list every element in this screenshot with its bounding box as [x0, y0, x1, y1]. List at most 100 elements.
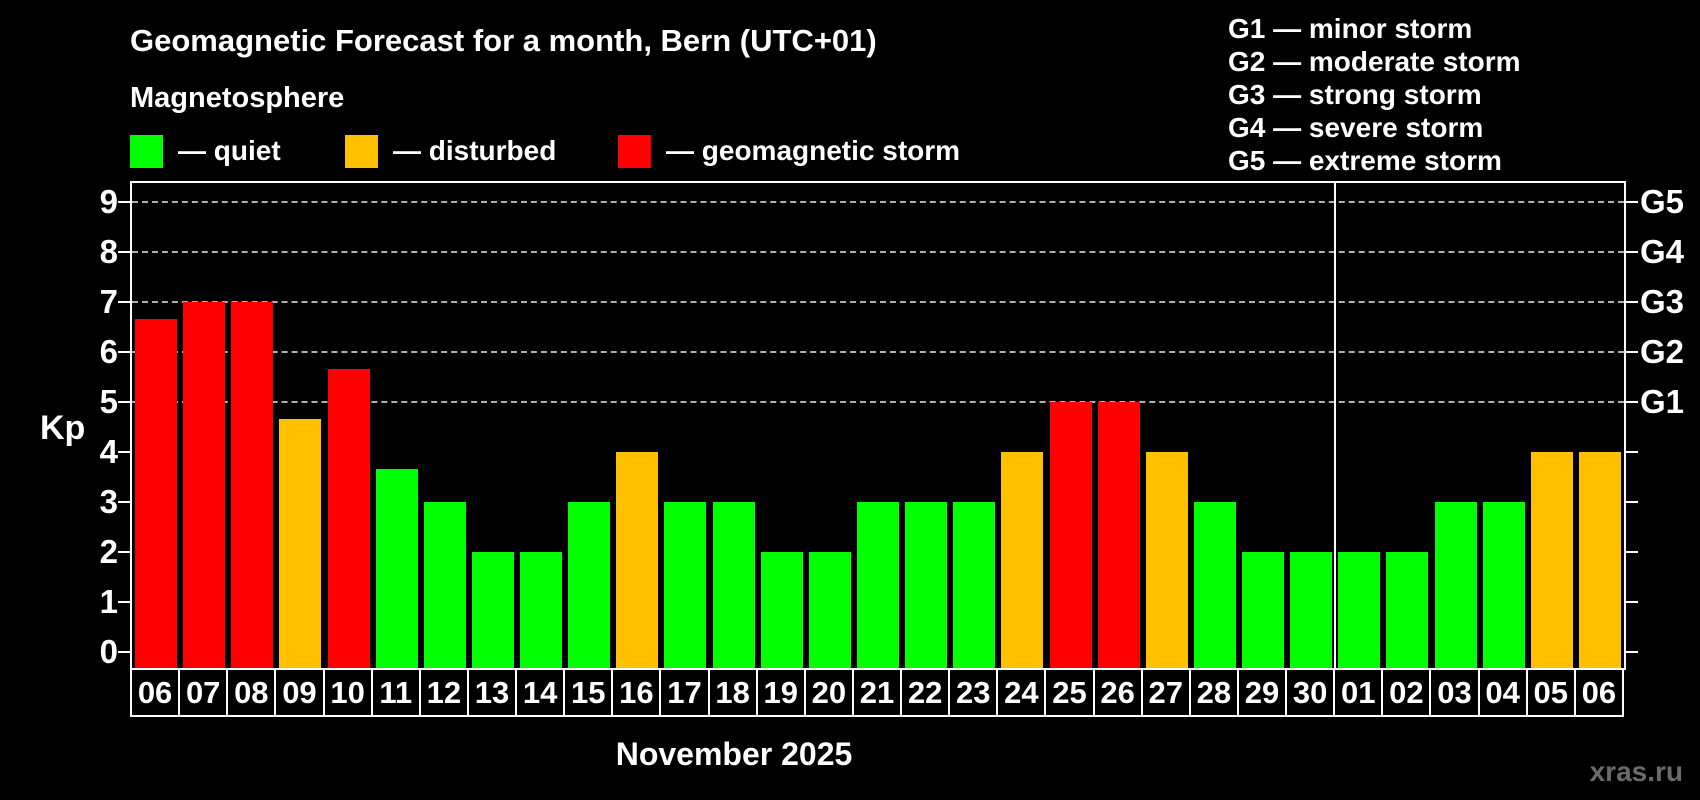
kp-bar: [616, 452, 659, 670]
g-axis-tick: [1624, 401, 1638, 403]
date-cell: 19: [755, 668, 806, 717]
g-axis-label-G1: G1: [1640, 383, 1685, 420]
date-cell: 10: [322, 668, 373, 717]
date-label: 03: [1437, 674, 1472, 710]
legend-label-storm: — geomagnetic storm: [666, 135, 961, 166]
g-axis-tick: [1624, 501, 1638, 503]
kp-bar: [905, 502, 948, 670]
kp-bar: [135, 318, 178, 670]
date-label: 10: [330, 674, 365, 710]
g-axis-tick: [1624, 451, 1638, 453]
date-label: 29: [1244, 674, 1280, 710]
y-axis-tick: [118, 451, 130, 453]
gridline-kp-7: [132, 301, 1624, 303]
y-axis-tick: [118, 201, 130, 203]
date-label: 08: [234, 674, 269, 710]
magnetosphere-label: Magnetosphere: [130, 82, 345, 114]
g-scale-item: G5 — extreme storm: [1228, 145, 1502, 176]
date-cell: 30: [1285, 668, 1336, 717]
kp-bar: [231, 302, 274, 670]
date-label: 01: [1341, 674, 1376, 710]
g-axis-tick: [1624, 551, 1638, 553]
date-cell: 14: [515, 668, 566, 717]
date-cell: 27: [1140, 668, 1191, 717]
date-cell: 16: [611, 668, 662, 717]
kp-bar: [520, 552, 563, 670]
y-axis-tick: [118, 401, 130, 403]
kp-bar: [327, 368, 370, 670]
g-axis-tick: [1624, 651, 1638, 653]
site-watermark: xras.ru: [1589, 756, 1683, 787]
legend-item-disturbed: — disturbed: [345, 134, 556, 168]
date-label: 23: [956, 674, 991, 710]
date-cell: 13: [466, 668, 518, 717]
date-cell: 24: [996, 668, 1047, 717]
date-label: 15: [570, 674, 606, 710]
date-label: 22: [907, 674, 943, 710]
g-scale-item: G1 — minor storm: [1228, 13, 1473, 44]
gridline-kp-5: [132, 401, 1624, 403]
kp-bar: [1049, 402, 1092, 670]
date-label: 18: [715, 674, 750, 710]
kp-bar: [183, 302, 226, 670]
kp-bar: [375, 468, 418, 670]
date-cell: 08: [226, 668, 277, 717]
date-cell: 12: [418, 668, 469, 717]
kp-bar: [1338, 552, 1381, 670]
kp-bar: [1097, 402, 1140, 670]
gridline-kp-6: [132, 351, 1624, 353]
date-cell: 23: [948, 668, 999, 717]
date-label: 06: [137, 674, 173, 710]
date-cell: 25: [1044, 668, 1095, 717]
date-label: 12: [426, 674, 462, 710]
date-label: 20: [811, 674, 847, 710]
y-axis-tick: [118, 651, 130, 653]
date-cell: 17: [659, 668, 710, 717]
date-cell: 26: [1092, 668, 1143, 717]
g-scale-item: G4 — severe storm: [1228, 112, 1484, 143]
date-label: 11: [379, 674, 413, 710]
y-axis-tick-label: 8: [99, 233, 118, 270]
g-axis-label-G2: G2: [1640, 333, 1685, 370]
plot-area: [130, 181, 1626, 670]
date-cell: 02: [1381, 668, 1432, 717]
y-axis-tick: [118, 601, 130, 603]
legend-item-storm: — geomagnetic storm: [618, 134, 960, 168]
g-axis-label-G3: G3: [1640, 283, 1685, 320]
y-axis-tick-label: 1: [99, 583, 118, 620]
kp-bar: [712, 502, 755, 670]
g-axis-label-G4: G4: [1640, 233, 1685, 270]
date-label: 14: [522, 674, 558, 710]
date-label: 21: [859, 674, 895, 710]
kp-bar: [279, 418, 322, 670]
y-axis-tick: [118, 251, 130, 253]
date-cell: 20: [803, 668, 854, 717]
date-label: 28: [1196, 674, 1232, 710]
date-label: 30: [1292, 674, 1328, 710]
kp-bar: [1242, 552, 1285, 670]
date-cell: 22: [900, 668, 951, 717]
date-label: 16: [619, 674, 654, 710]
kp-bar: [1434, 502, 1477, 670]
date-label: 27: [1148, 674, 1183, 710]
y-axis-tick-label: 6: [99, 333, 118, 370]
date-label: 02: [1389, 674, 1424, 710]
g-axis-tick: [1624, 201, 1638, 203]
kp-bar: [423, 502, 466, 670]
y-axis-tick: [118, 551, 130, 553]
kp-bar: [760, 552, 803, 670]
g-axis-tick: [1624, 251, 1638, 253]
gridline-kp-8: [132, 251, 1624, 253]
gridline-kp-9: [132, 201, 1624, 203]
date-label: 25: [1052, 674, 1087, 710]
kp-bar: [1193, 502, 1236, 670]
kp-bar: [808, 552, 851, 670]
y-axis-tick: [118, 501, 130, 503]
y-axis-tick: [118, 351, 130, 353]
date-cell: 09: [274, 668, 325, 717]
date-cell: 29: [1236, 668, 1288, 717]
date-cell: 04: [1477, 668, 1528, 717]
y-axis-tick-label: 5: [99, 383, 118, 420]
page-title: Geomagnetic Forecast for a month, Bern (…: [130, 23, 877, 58]
